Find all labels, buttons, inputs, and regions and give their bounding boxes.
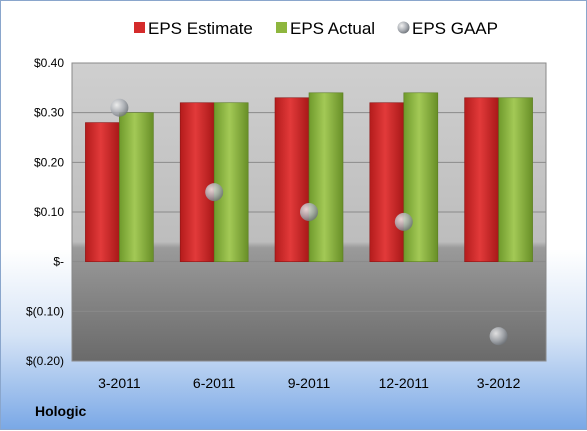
point-eps-gaap bbox=[394, 212, 413, 231]
y-tick-label: $0.20 bbox=[34, 155, 64, 169]
bar-eps-actual bbox=[403, 92, 439, 262]
bar-eps-estimate bbox=[85, 122, 120, 262]
y-tick-label: $0.10 bbox=[34, 205, 64, 219]
legend-actual-swatch bbox=[276, 22, 287, 33]
legend-gaap-swatch bbox=[397, 21, 410, 34]
bar-eps-actual bbox=[213, 102, 249, 262]
x-tick-label: 3-2012 bbox=[477, 375, 521, 391]
x-tick-label: 3-2011 bbox=[98, 375, 141, 391]
bar-eps-estimate bbox=[179, 102, 215, 262]
y-axis-ticks: $0.40 $0.30 $0.20 $0.10 $- $(0.10) $(0.20) bbox=[26, 56, 64, 368]
point-eps-gaap bbox=[205, 183, 224, 202]
legend: EPS Estimate EPS Actual EPS GAAP bbox=[134, 19, 498, 38]
y-tick-label: $(0.20) bbox=[26, 354, 64, 368]
x-tick-label: 6-2011 bbox=[193, 375, 236, 391]
point-eps-gaap bbox=[110, 98, 129, 117]
point-eps-gaap bbox=[489, 327, 508, 346]
company-label: Hologic bbox=[35, 403, 87, 419]
x-tick-label: 9-2011 bbox=[288, 375, 331, 391]
y-tick-label: $0.40 bbox=[34, 56, 64, 70]
bars bbox=[85, 92, 533, 262]
bar-eps-actual bbox=[119, 112, 154, 262]
bar-eps-actual bbox=[308, 92, 344, 262]
legend-label: EPS Estimate bbox=[148, 19, 253, 38]
bar-eps-actual bbox=[498, 97, 533, 262]
y-tick-label: $0.30 bbox=[34, 106, 64, 120]
bar-eps-estimate bbox=[464, 97, 499, 262]
x-axis-ticks: 3-2011 6-2011 9-2011 12-2011 3-2012 bbox=[98, 375, 520, 391]
legend-label: EPS GAAP bbox=[412, 19, 498, 38]
x-tick-label: 12-2011 bbox=[379, 375, 430, 391]
gaap-points bbox=[110, 98, 508, 346]
legend-label: EPS Actual bbox=[290, 19, 375, 38]
bar-eps-estimate bbox=[274, 97, 310, 262]
bar-eps-estimate bbox=[369, 102, 405, 262]
point-eps-gaap bbox=[300, 203, 318, 221]
y-tick-label: $- bbox=[53, 255, 64, 269]
legend-estimate-swatch bbox=[134, 22, 145, 33]
y-tick-label: $(0.10) bbox=[26, 304, 64, 318]
